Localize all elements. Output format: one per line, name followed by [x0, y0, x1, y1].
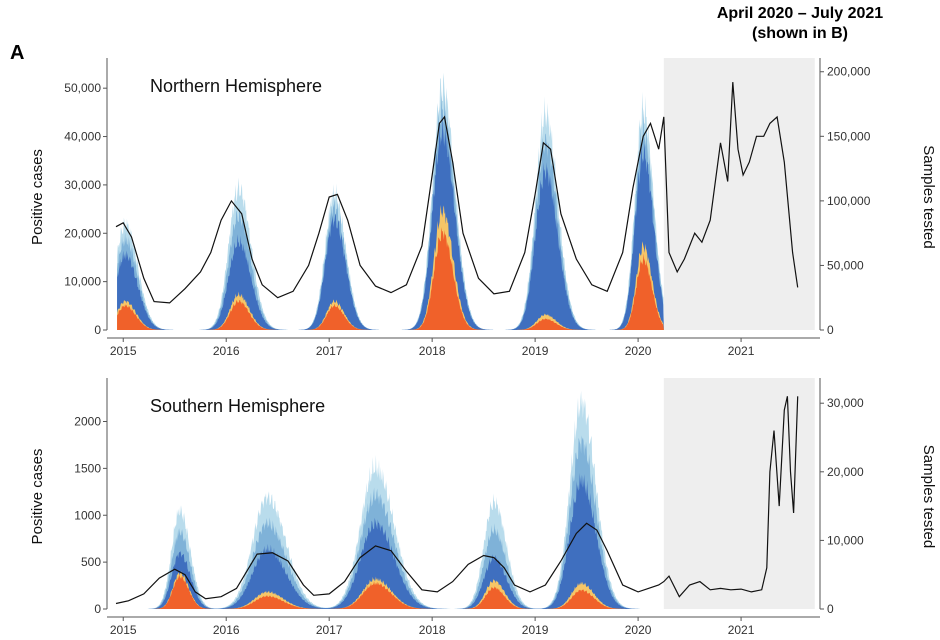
panel1-ytick-label-2: 20,000	[64, 226, 101, 240]
shaded-period-annotation-line2: (shown in B)	[752, 25, 848, 42]
panel2-y2label: Samples tested	[920, 445, 937, 548]
panel1-shaded-region	[663, 58, 815, 330]
panel2-xtick-label-0: 2015	[110, 623, 137, 637]
panel1-area-total	[117, 72, 664, 330]
shaded-period-annotation: April 2020 – July 2021 (shown in B)	[690, 4, 910, 44]
panel2-shaded-region	[663, 378, 815, 609]
panel-letter: A	[10, 42, 25, 64]
panel1-y2tick-label-0: 0	[827, 323, 834, 337]
panel2-xtick-label-2: 2017	[316, 623, 343, 637]
panel1-y2tick-label-3: 150,000	[827, 129, 871, 143]
panel1-xtick-label-6: 2021	[728, 344, 755, 358]
panel1-title: Northern Hemisphere	[150, 76, 322, 96]
panel1-xtick-label-3: 2018	[419, 344, 446, 358]
panel2-xtick-label-1: 2016	[213, 623, 240, 637]
panel2-xtick-label-6: 2021	[728, 623, 755, 637]
panel2-y2tick-label-1: 10,000	[827, 533, 864, 547]
panel1-ytick-label-1: 10,000	[64, 275, 101, 289]
panel2-y2tick-label-2: 20,000	[827, 465, 864, 479]
panel2-samples-tested-line	[115, 396, 799, 605]
panel2-title: Southern Hemisphere	[150, 396, 325, 416]
panel2-area-b	[117, 571, 664, 609]
panel2-y2tick-label-0: 0	[827, 602, 834, 616]
panel2-ylabel: Positive cases	[29, 449, 46, 545]
panel1-ytick-label-0: 0	[94, 323, 101, 337]
panel1-xtick-label-0: 2015	[110, 344, 137, 358]
panel2-area-bOrange	[117, 574, 664, 609]
panel1-ytick-label-4: 40,000	[64, 130, 101, 144]
shaded-period-annotation-line1: April 2020 – July 2021	[716, 5, 884, 22]
panel1-y2tick-label-2: 100,000	[827, 194, 871, 208]
panel2-area-mid	[117, 435, 664, 609]
panel2-xtick-label-5: 2020	[625, 623, 652, 637]
panel1-xtick-label-5: 2020	[625, 344, 652, 358]
panel2-y2tick-label-3: 30,000	[827, 396, 864, 410]
panel1-ylabel: Positive cases	[29, 149, 46, 245]
panel1-area-dark	[117, 114, 664, 330]
panel2-ytick-label-3: 1500	[74, 461, 101, 475]
panel2-ytick-label-4: 2000	[74, 415, 101, 429]
panel1-xtick-label-2: 2017	[316, 344, 343, 358]
panel2-ytick-label-2: 1000	[74, 508, 101, 522]
panel1-y2label: Samples tested	[920, 145, 937, 248]
panel2-ytick-label-1: 500	[81, 555, 101, 569]
panel1-samples-tested-line	[115, 82, 799, 304]
panel2-area-dark	[117, 472, 664, 609]
panel2-xtick-label-4: 2019	[522, 623, 549, 637]
panel1-area-bOrange	[117, 227, 664, 330]
panel1-y2tick-label-1: 50,000	[827, 258, 864, 272]
panel2-ytick-label-0: 0	[94, 602, 101, 616]
panel1-ytick-label-3: 30,000	[64, 178, 101, 192]
panel1-y2tick-label-4: 200,000	[827, 65, 871, 79]
panel2-xtick-label-3: 2018	[419, 623, 446, 637]
panel1-xtick-label-1: 2016	[213, 344, 240, 358]
panel1-area-mid	[117, 90, 664, 331]
panel1-ytick-label-5: 50,000	[64, 81, 101, 95]
panel1-xtick-label-4: 2019	[522, 344, 549, 358]
